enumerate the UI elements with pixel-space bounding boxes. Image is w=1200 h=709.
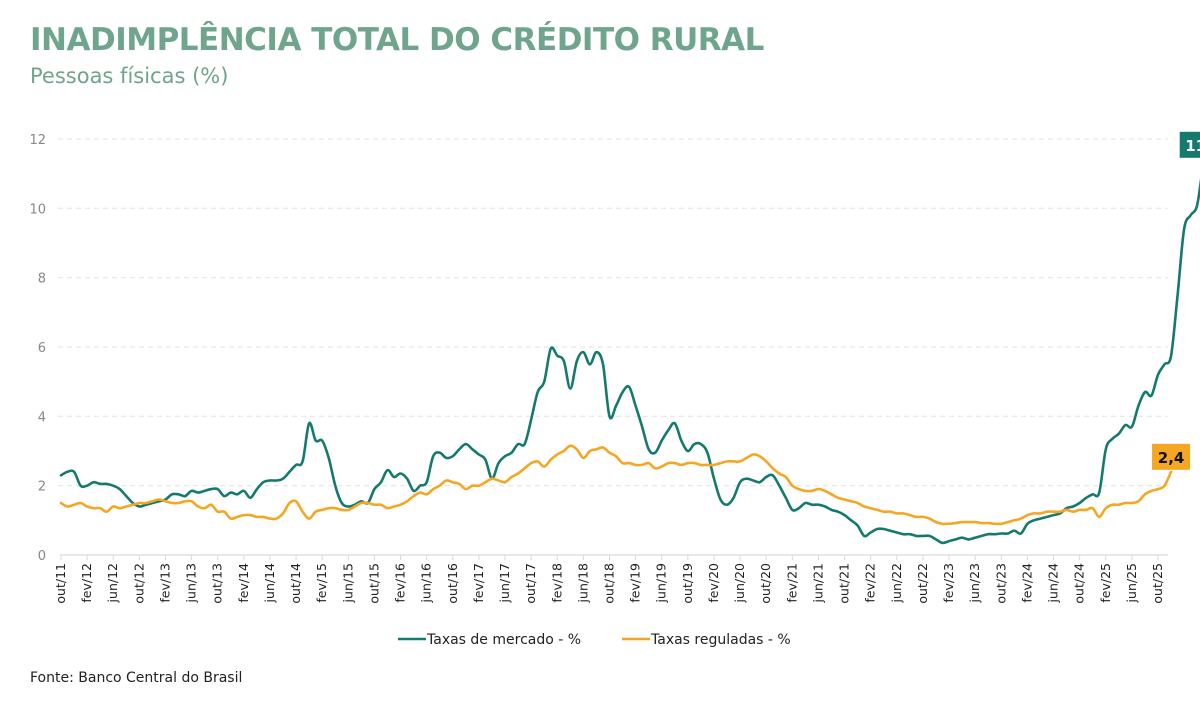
x-tick-label: jun/20 xyxy=(732,563,747,603)
y-tick-label: 6 xyxy=(38,341,46,356)
x-tick-label: out/21 xyxy=(837,563,852,604)
y-tick-label: 2 xyxy=(38,480,46,495)
x-tick-label: jun/16 xyxy=(419,563,434,603)
end-label-reguladas: 2,4 xyxy=(1152,443,1191,470)
x-tick-label: jun/25 xyxy=(1124,563,1139,603)
x-tick-label: out/14 xyxy=(288,563,303,604)
x-tick-label: jun/22 xyxy=(889,563,904,603)
end-label-text: 2,4 xyxy=(1158,449,1185,467)
source-note: Fonte: Banco Central do Brasil xyxy=(30,670,243,686)
series-line-mercado xyxy=(59,178,1200,545)
x-tick-label: out/11 xyxy=(53,563,68,604)
x-tick-label: jun/21 xyxy=(810,563,825,603)
x-tick-label: out/20 xyxy=(758,563,773,604)
x-tick-label: out/23 xyxy=(993,563,1008,604)
series-line-reguladas xyxy=(59,444,1173,526)
x-tick-label: fev/21 xyxy=(784,563,799,603)
x-tick-label: out/17 xyxy=(523,563,538,604)
x-tick-label: jun/19 xyxy=(654,563,669,603)
x-tick-label: fev/20 xyxy=(706,563,721,603)
x-tick-label: out/13 xyxy=(210,563,225,604)
end-label-text: 11,4 xyxy=(1185,137,1200,155)
series-lines xyxy=(59,178,1200,545)
x-tick-label: jun/23 xyxy=(967,563,982,603)
x-tick-label: jun/12 xyxy=(105,563,120,603)
x-axis: out/11 fev/12 jun/12 out/12 fev/13 jun/13 out/… xyxy=(53,554,1168,604)
x-tick-label: jun/24 xyxy=(1046,563,1061,603)
x-tick-label: fev/14 xyxy=(236,563,251,603)
x-tick-label: fev/18 xyxy=(549,563,564,603)
x-tick-label: fev/12 xyxy=(79,563,94,603)
x-tick-label: fev/22 xyxy=(863,563,878,603)
chart-subtitle: Pessoas físicas (%) xyxy=(30,64,229,88)
y-axis-ticks: 0 2 4 6 8 10 12 xyxy=(29,133,46,564)
y-tick-label: 4 xyxy=(38,410,46,425)
x-tick-label: out/15 xyxy=(366,563,381,604)
x-tick-label: out/24 xyxy=(1072,563,1087,604)
x-tick-label: fev/16 xyxy=(393,563,408,603)
x-tick-label: out/18 xyxy=(602,563,617,604)
x-tick-label: fev/24 xyxy=(1019,563,1034,603)
legend-label: Taxas reguladas - % xyxy=(650,632,791,648)
x-tick-label: jun/13 xyxy=(184,563,199,603)
x-tick-label: jun/15 xyxy=(340,563,355,603)
y-tick-label: 8 xyxy=(38,272,46,287)
x-tick-label: out/19 xyxy=(680,563,695,604)
end-label-box xyxy=(1152,443,1191,470)
x-tick-label: fev/15 xyxy=(314,563,329,603)
gridlines xyxy=(58,138,1168,487)
legend-label: Taxas de mercado - % xyxy=(426,632,581,648)
legend-item-mercado: Taxas de mercado - % xyxy=(398,632,581,648)
x-tick-label: jun/17 xyxy=(497,563,512,603)
x-tick-label: fev/23 xyxy=(941,563,956,603)
x-tick-label: fev/17 xyxy=(471,563,486,603)
x-tick-label: jun/18 xyxy=(575,563,590,603)
y-tick-label: 0 xyxy=(38,549,46,564)
x-tick-label: out/22 xyxy=(915,563,930,604)
x-tick-label: fev/25 xyxy=(1098,563,1113,603)
end-labels: 11,4 2,4 xyxy=(1152,131,1200,470)
legend: Taxas de mercado - % Taxas reguladas - % xyxy=(398,632,791,648)
x-tick-label: out/12 xyxy=(131,563,146,604)
end-label-box xyxy=(1179,131,1200,158)
x-tick-label: out/16 xyxy=(445,563,460,604)
y-tick-label: 10 xyxy=(29,202,46,217)
x-tick-label: out/25 xyxy=(1150,563,1165,604)
x-tick-label: fev/19 xyxy=(628,563,643,603)
y-tick-label: 12 xyxy=(29,133,46,148)
end-label-mercado: 11,4 xyxy=(1179,131,1200,158)
x-tick-label: jun/14 xyxy=(262,563,277,603)
legend-item-reguladas: Taxas reguladas - % xyxy=(622,632,791,648)
x-tick-label: fev/13 xyxy=(157,563,172,603)
chart-title: INADIMPLÊNCIA TOTAL DO CRÉDITO RURAL xyxy=(30,22,764,58)
